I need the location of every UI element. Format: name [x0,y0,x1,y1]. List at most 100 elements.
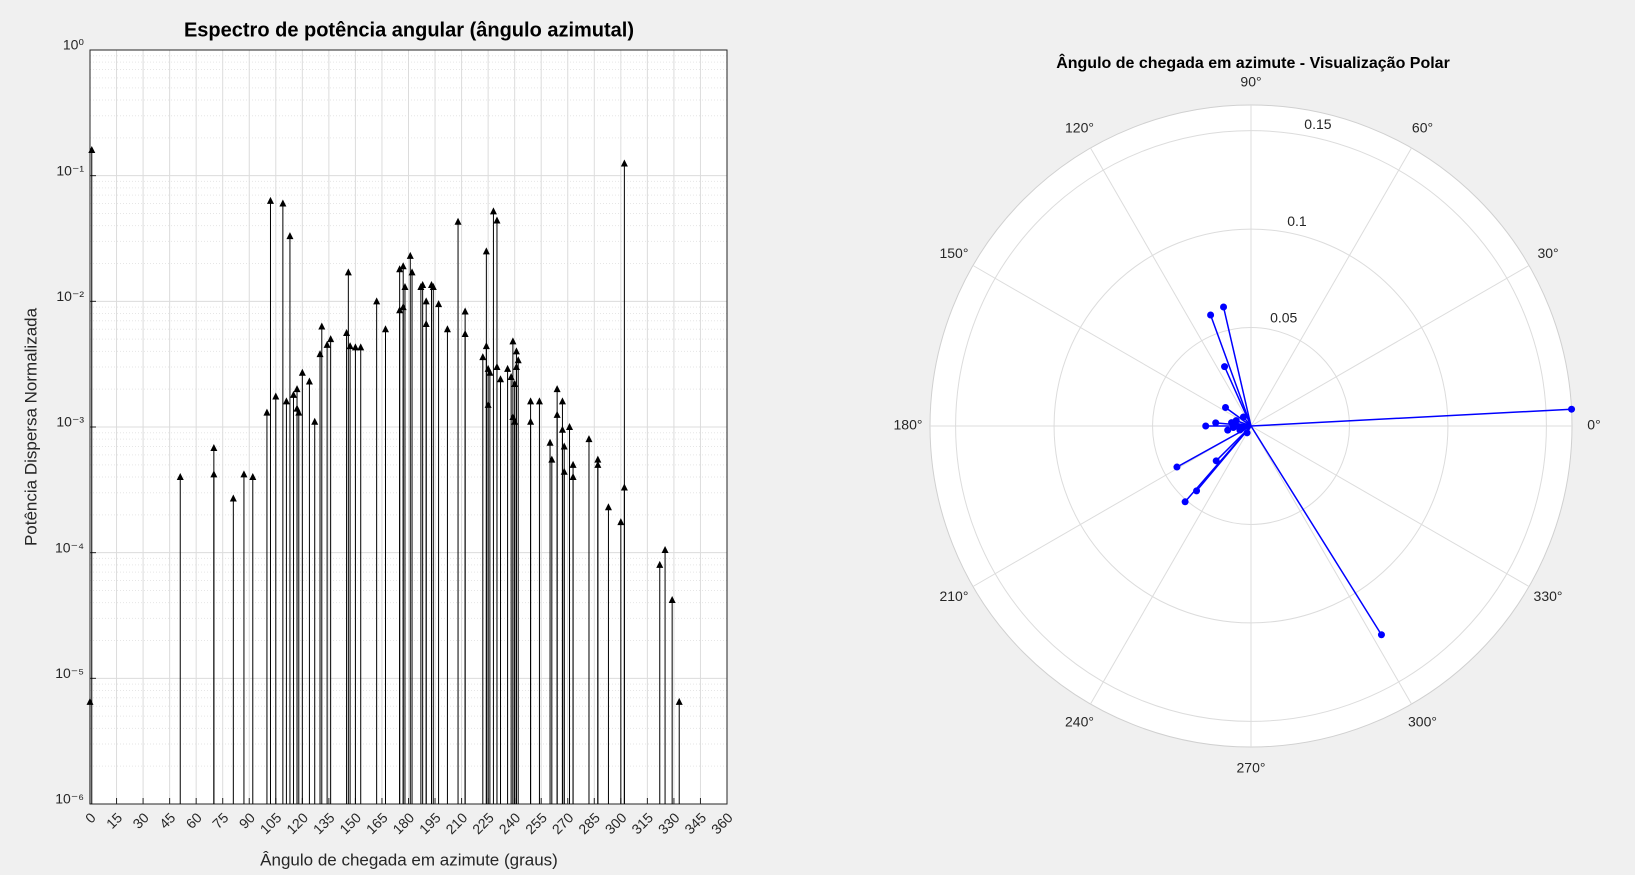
stem-marker [482,247,490,255]
theta-tick-label: 90° [1240,74,1261,90]
theta-tick-label: 330° [1534,588,1563,604]
stem-marker [422,297,430,305]
y-tick-label: 10⁻⁵ [55,665,84,681]
x-tick-label: 165 [363,809,391,837]
stem-marker [399,262,407,270]
polar-point [1568,405,1576,413]
y-tick-label: 10⁻² [56,288,84,304]
stem-marker [373,297,381,305]
stem-marker [560,467,568,475]
x-tick-label: 105 [257,809,285,837]
theta-grid-line [1090,147,1252,427]
stem-marker [479,353,487,361]
stem-marker [489,207,497,215]
stem-marker [486,368,494,376]
stem-marker [504,364,512,372]
stem-marker [661,546,669,554]
x-axis-label: Ângulo de chegada em azimute (graus) [260,850,558,869]
x-tick-label: 255 [522,809,550,837]
polar-point [1224,426,1232,434]
stem-marker [497,375,505,383]
polar-point [1212,419,1220,427]
polar-point [1221,363,1229,371]
stem-marker [675,697,683,705]
x-tick-label: 30 [129,809,151,831]
polar-point [1222,403,1230,411]
stem-marker [585,435,593,443]
polar-point [1377,631,1385,639]
theta-tick-label: 30° [1537,245,1558,261]
stem-marker [419,280,427,288]
stem-marker [620,159,628,167]
stem-marker [558,425,566,433]
r-tick-label: 0.15 [1304,116,1331,132]
theta-grid-line [1090,425,1252,705]
theta-grid-line [1250,265,1530,427]
stem-marker [286,232,294,240]
stem-marker [594,460,602,468]
stem-marker [482,342,490,350]
stem-marker [327,335,335,343]
stem-marker [408,268,416,276]
polar-point [1232,417,1240,425]
polar-line [1250,425,1383,636]
stem-marker [656,560,664,568]
stem-marker [357,343,365,351]
x-tick-label: 45 [156,809,178,831]
polar-point [1243,429,1251,437]
theta-tick-label: 120° [1065,120,1094,136]
stem-marker [493,216,501,224]
x-tick-label: 0 [82,809,99,826]
theta-grid-line [1250,147,1412,427]
stem-marker [443,325,451,333]
stem-marker [298,368,306,376]
stem-marker [346,342,354,350]
polar-point [1193,487,1201,495]
stem-marker [514,356,522,364]
x-tick-label: 330 [655,809,683,837]
theta-grid-line [972,265,1252,427]
polar-point [1181,498,1189,506]
stem-marker [620,483,628,491]
stem-marker [240,470,248,478]
stem-marker [527,417,535,425]
polar-line [1222,306,1252,427]
x-tick-label: 135 [310,809,338,837]
stem-marker [406,251,414,259]
polar-line [1209,314,1252,427]
x-tick-label: 150 [336,809,364,837]
theta-tick-label: 60° [1412,120,1433,136]
theta-tick-label: 0° [1587,417,1600,433]
x-tick-label: 15 [103,809,125,831]
stem-marker [553,410,561,418]
stem-marker [527,397,535,405]
axes-box [89,49,728,805]
y-tick-label: 10⁻⁶ [55,791,84,807]
x-tick-label: 75 [209,809,231,831]
stem-marker [279,199,287,207]
x-tick-label: 120 [283,809,311,837]
theta-tick-label: 270° [1237,760,1266,776]
r-tick-label: 0.05 [1270,310,1297,326]
x-tick-label: 360 [708,809,736,837]
stem-marker [282,397,290,405]
stem-marker [323,340,331,348]
stem-marker [289,390,297,398]
stem-marker [210,470,218,478]
stem-marker [249,473,257,481]
stem-marker [263,408,271,416]
stem-marker [396,265,404,273]
polar-point [1212,457,1220,465]
theta-tick-label: 240° [1065,714,1094,730]
chart-title: Espectro de potência angular (ângulo azi… [184,19,634,41]
polar-point [1237,425,1245,433]
stem-marker [512,347,520,355]
theta-tick-label: 150° [939,245,968,261]
polar-title: Ângulo de chegada em azimute - Visualiza… [1056,53,1450,72]
stem-marker [509,337,517,345]
stem-marker [461,307,469,315]
polar-line [1250,408,1572,427]
y-tick-label: 10⁻⁴ [55,539,84,555]
stem-marker [210,444,218,452]
